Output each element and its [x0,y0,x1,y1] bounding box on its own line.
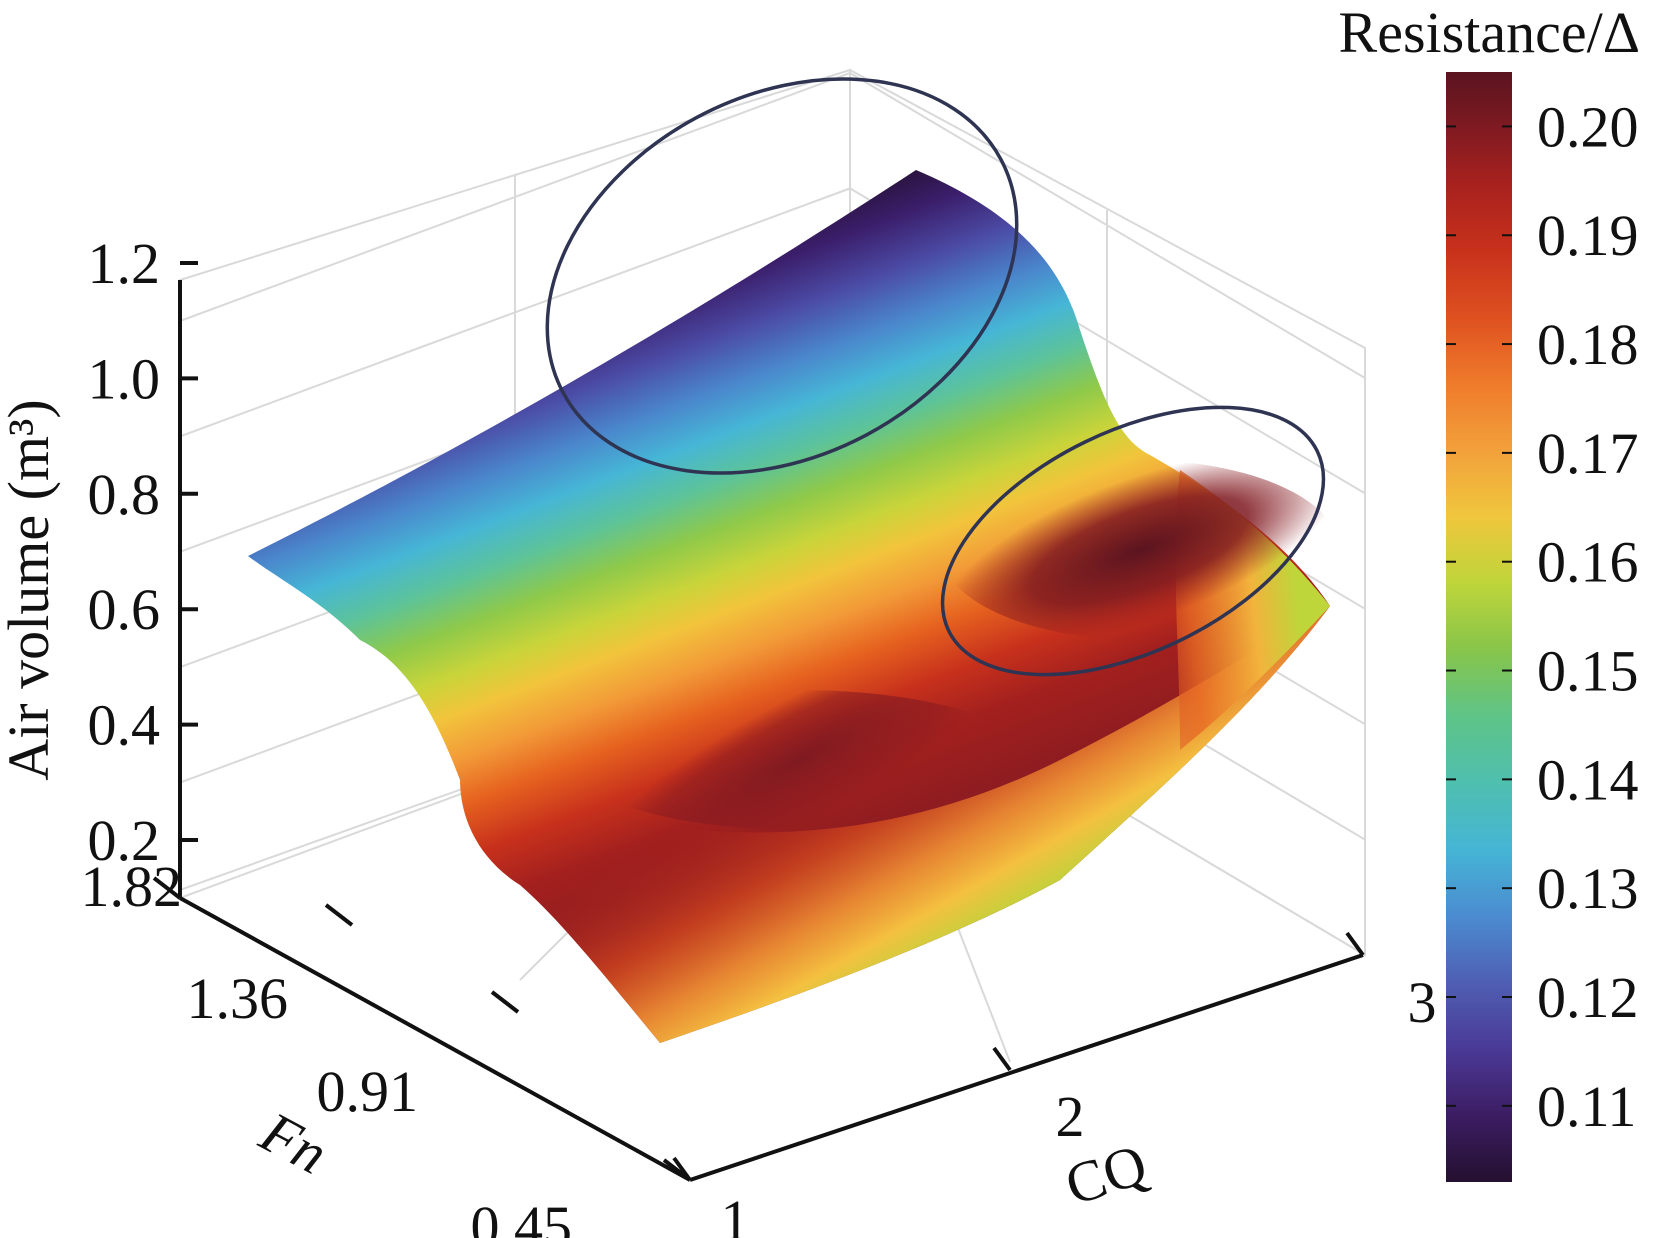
surface-front-band [460,606,1330,1043]
z-grid-line [179,187,1366,495]
z-tick-label: 1.2 [88,231,161,296]
axis-lines [178,280,1364,1182]
colorbar-gradient [1446,72,1512,1182]
annotation-ellipse-upper-left [545,77,1019,475]
annotation-ellipses [545,77,1326,677]
colorbar-tick-label: 0.13 [1537,856,1639,921]
y-tick [152,876,182,900]
colorbar-ticks: 0.11 0.12 0.13 0.14 0.15 0.16 0.17 0.18 0.19 0.20 [1446,94,1639,1139]
x-tick [1345,931,1365,957]
surface [248,170,1340,1043]
y-tick-label: 0.91 [317,1059,419,1124]
y-tick [324,903,354,927]
x-tick [992,1046,1012,1072]
axis-tick-labels: 0.2 0.4 0.6 0.8 1.0 1.2 1.821.36 0.91 0.45 1 2 3 [81,231,1437,1238]
y-axis-line [179,896,691,1182]
colorbar-tick-label: 0.15 [1537,639,1639,704]
colorbar-tick-label: 0.12 [1537,965,1639,1030]
y-tick-label: 1.36 [187,966,289,1031]
colorbar-title: Resistance/Δ [1339,0,1640,65]
z-tick-label: 0.2 [88,808,161,873]
y-tick [490,990,520,1014]
y-tick-label: 1.82 [81,854,183,919]
colorbar-tick-label: 0.11 [1537,1074,1636,1139]
z-tick-label: 0.8 [88,462,161,527]
colorbar-tick-label: 0.16 [1537,530,1639,595]
colorbar-tick-label: 0.18 [1537,312,1639,377]
x-tick-label: 2 [1056,1084,1085,1149]
z-tick-label: 1.0 [88,346,161,411]
x-axis-line [689,953,1364,1182]
axis-ticks [152,261,1365,1182]
x-tick [672,1156,692,1182]
colorbar-tick-label: 0.17 [1537,421,1639,486]
y-tick-label: 0.45 [471,1194,573,1238]
colorbar-tick-label: 0.19 [1537,203,1639,268]
peak-region-right [940,460,1340,640]
colorbar-tick-label: 0.20 [1537,94,1639,159]
colorbar-tick-label: 0.14 [1537,747,1639,812]
z-tick-label: 0.6 [88,577,161,642]
x-tick-label: 3 [1408,970,1437,1035]
x-tick-label: 1 [721,1188,750,1238]
z-axis-title: Air volume (m³) [0,399,61,780]
z-tick-label: 0.4 [88,693,161,758]
annotation-ellipse-right [940,405,1326,677]
peak-region-mid [570,690,1030,830]
colorbar: Resistance/Δ 0.110.120.130.140.150.160.1… [1339,0,1640,1182]
z-grid-line [179,71,1366,379]
